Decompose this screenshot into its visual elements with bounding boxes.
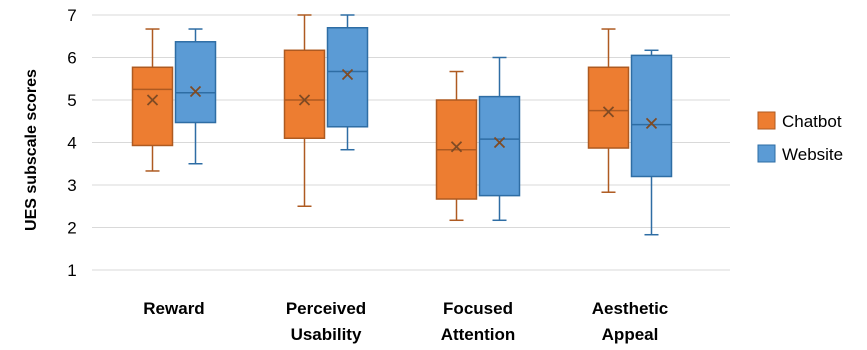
box-website	[326, 14, 369, 151]
category-label: Perceived	[286, 299, 366, 318]
mean-marker	[189, 85, 202, 98]
mean-marker	[645, 117, 658, 130]
plot-area	[131, 14, 673, 236]
x-axis-labels: Reward Perceived Usability Focused Attention…	[143, 299, 668, 344]
box-website	[478, 56, 521, 222]
box-chatbot	[283, 14, 326, 207]
box-chatbot	[587, 28, 630, 193]
iqr-box	[478, 95, 521, 197]
iqr-box	[174, 41, 217, 124]
category-label: Aesthetic	[592, 299, 669, 318]
mean-marker	[602, 106, 615, 118]
legend-label-website: Website	[782, 145, 843, 164]
y-axis-ticks: 1 2 3 4 5 6 7	[67, 6, 76, 280]
category-label: Appeal	[602, 325, 659, 344]
iqr-box	[630, 54, 673, 178]
box-website	[174, 28, 217, 165]
category-label: Focused	[443, 299, 513, 318]
box-chatbot	[131, 28, 174, 172]
y-tick-label: 5	[67, 91, 76, 110]
y-tick-label: 3	[67, 176, 76, 195]
category-label: Usability	[291, 325, 362, 344]
iqr-box	[326, 27, 369, 128]
legend-swatch-website	[757, 144, 776, 163]
mean-marker	[341, 68, 354, 81]
y-tick-label: 7	[67, 6, 76, 25]
iqr-box	[283, 49, 326, 139]
legend-label-chatbot: Chatbot	[782, 112, 842, 131]
y-axis-label: UES subscale scores	[23, 69, 40, 231]
legend: Chatbot Website	[757, 111, 843, 164]
category-label: Attention	[441, 325, 516, 344]
y-tick-label: 4	[67, 134, 76, 153]
iqr-box	[587, 66, 630, 149]
box-website	[630, 49, 673, 236]
mean-marker	[450, 141, 463, 153]
box-chatbot	[435, 70, 478, 222]
mean-marker	[146, 94, 159, 106]
category-label: Reward	[143, 299, 204, 318]
y-tick-label: 1	[67, 261, 76, 280]
mean-marker	[298, 94, 311, 106]
legend-swatch-chatbot	[757, 111, 776, 130]
iqr-box	[131, 66, 174, 147]
y-tick-label: 2	[67, 219, 76, 238]
mean-marker	[493, 136, 506, 149]
y-tick-label: 6	[67, 49, 76, 68]
